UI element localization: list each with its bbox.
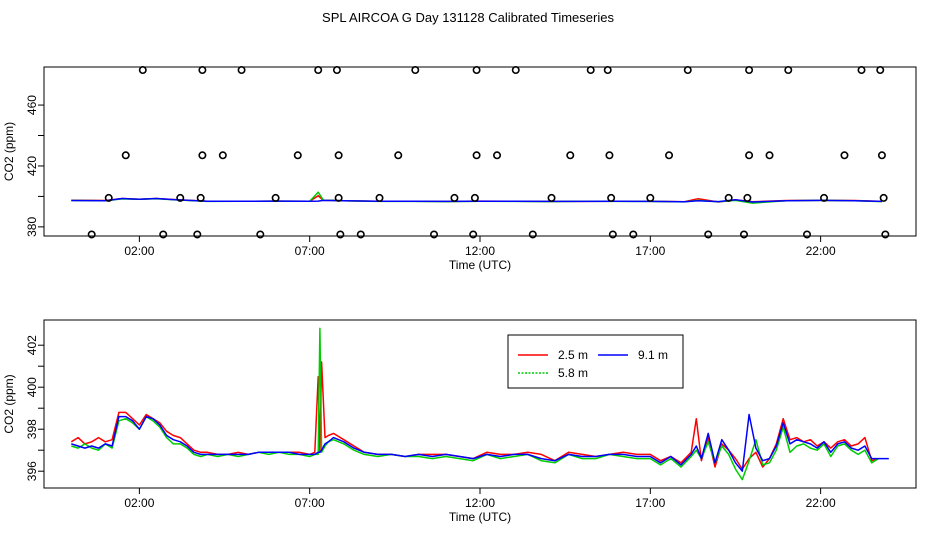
x-tick-label: 22:00 — [806, 496, 836, 510]
data-point — [765, 151, 774, 160]
data-point — [745, 151, 754, 160]
data-point — [493, 151, 502, 160]
legend-box — [507, 334, 684, 389]
data-point — [511, 66, 520, 75]
x-axis-label: Time (UTC) — [449, 258, 511, 272]
data-point — [138, 66, 147, 75]
data-point — [314, 66, 323, 75]
panel-bottom-lines: 02:00 07:00 12:00 17:00 22:00 396 398 400 402 Tim… — [2, 319, 917, 524]
data-point — [121, 151, 130, 160]
x-tick-label: 17:00 — [635, 244, 665, 258]
data-point — [271, 193, 280, 202]
data-point — [332, 66, 341, 75]
data-point — [743, 193, 752, 202]
data-point — [450, 193, 459, 202]
data-point — [881, 230, 890, 239]
data-point — [334, 193, 343, 202]
plot-frame — [43, 66, 917, 237]
y-tick-label: 460 — [25, 95, 39, 115]
data-point — [547, 193, 556, 202]
data-point — [159, 230, 168, 239]
data-point — [603, 66, 612, 75]
data-point — [607, 193, 616, 202]
data-point — [469, 230, 478, 239]
x-tick-label: 22:00 — [806, 244, 836, 258]
y-tick-label: 400 — [25, 377, 39, 397]
data-point — [196, 193, 205, 202]
data-point — [877, 151, 886, 160]
page-title: SPL AIRCOA G Day 131128 Calibrated Times… — [322, 10, 614, 25]
x-tick-label: 12:00 — [465, 244, 495, 258]
legend-entry: 5.8 m — [558, 366, 588, 380]
data-point — [87, 230, 96, 239]
data-point — [739, 230, 748, 239]
data-point — [566, 151, 575, 160]
data-point — [198, 66, 207, 75]
y-tick-label: 380 — [25, 217, 39, 237]
data-point — [683, 66, 692, 75]
y-tick-label: 396 — [25, 461, 39, 481]
data-point — [411, 66, 420, 75]
data-point — [704, 230, 713, 239]
y-tick-label: 402 — [25, 335, 39, 355]
y-axis-label: CO2 (ppm) — [2, 374, 16, 433]
data-point — [724, 193, 733, 202]
legend-entry: 2.5 m — [558, 348, 588, 362]
x-tick-label: 02:00 — [124, 244, 154, 258]
series-line-5-8-m — [71, 327, 879, 481]
data-point — [218, 151, 227, 160]
data-point — [586, 66, 595, 75]
data-point — [237, 66, 246, 75]
data-point — [334, 151, 343, 160]
data-point — [472, 151, 481, 160]
plot-frame — [43, 319, 917, 489]
data-point — [820, 193, 829, 202]
data-point — [193, 230, 202, 239]
data-point — [646, 193, 655, 202]
panel-top-scatter: 02:00 07:00 12:00 17:00 22:00 380 420 460 Time (… — [2, 66, 917, 272]
data-point — [665, 151, 674, 160]
data-point — [176, 193, 185, 202]
x-axis-label: Time (UTC) — [449, 510, 511, 524]
x-tick-label: 07:00 — [295, 244, 325, 258]
data-point — [356, 230, 365, 239]
data-point — [857, 66, 866, 75]
data-point — [394, 151, 403, 160]
x-tick-label: 07:00 — [295, 496, 325, 510]
data-point — [470, 193, 479, 202]
data-point — [784, 66, 793, 75]
x-tick-label: 17:00 — [635, 496, 665, 510]
data-point — [472, 66, 481, 75]
data-point — [879, 193, 888, 202]
x-tick-label: 02:00 — [124, 496, 154, 510]
data-point — [375, 193, 384, 202]
x-tick-label: 12:00 — [465, 496, 495, 510]
data-point — [256, 230, 265, 239]
data-point — [336, 230, 345, 239]
y-tick-label: 420 — [25, 156, 39, 176]
data-point — [608, 230, 617, 239]
data-point — [840, 151, 849, 160]
series-group — [70, 327, 889, 481]
data-point — [605, 151, 614, 160]
data-point — [802, 230, 811, 239]
data-point — [629, 230, 638, 239]
data-point — [876, 66, 885, 75]
series-line-9-1-m — [71, 413, 889, 472]
series-line-2 — [71, 197, 882, 203]
data-point — [528, 230, 537, 239]
series-group — [71, 191, 882, 204]
y-tick-label: 398 — [25, 419, 39, 439]
data-point — [293, 151, 302, 160]
data-point — [104, 193, 113, 202]
data-point — [745, 66, 754, 75]
legend-entry: 9.1 m — [638, 348, 668, 362]
data-point — [430, 230, 439, 239]
y-axis-label: CO2 (ppm) — [2, 122, 16, 181]
data-point — [198, 151, 207, 160]
